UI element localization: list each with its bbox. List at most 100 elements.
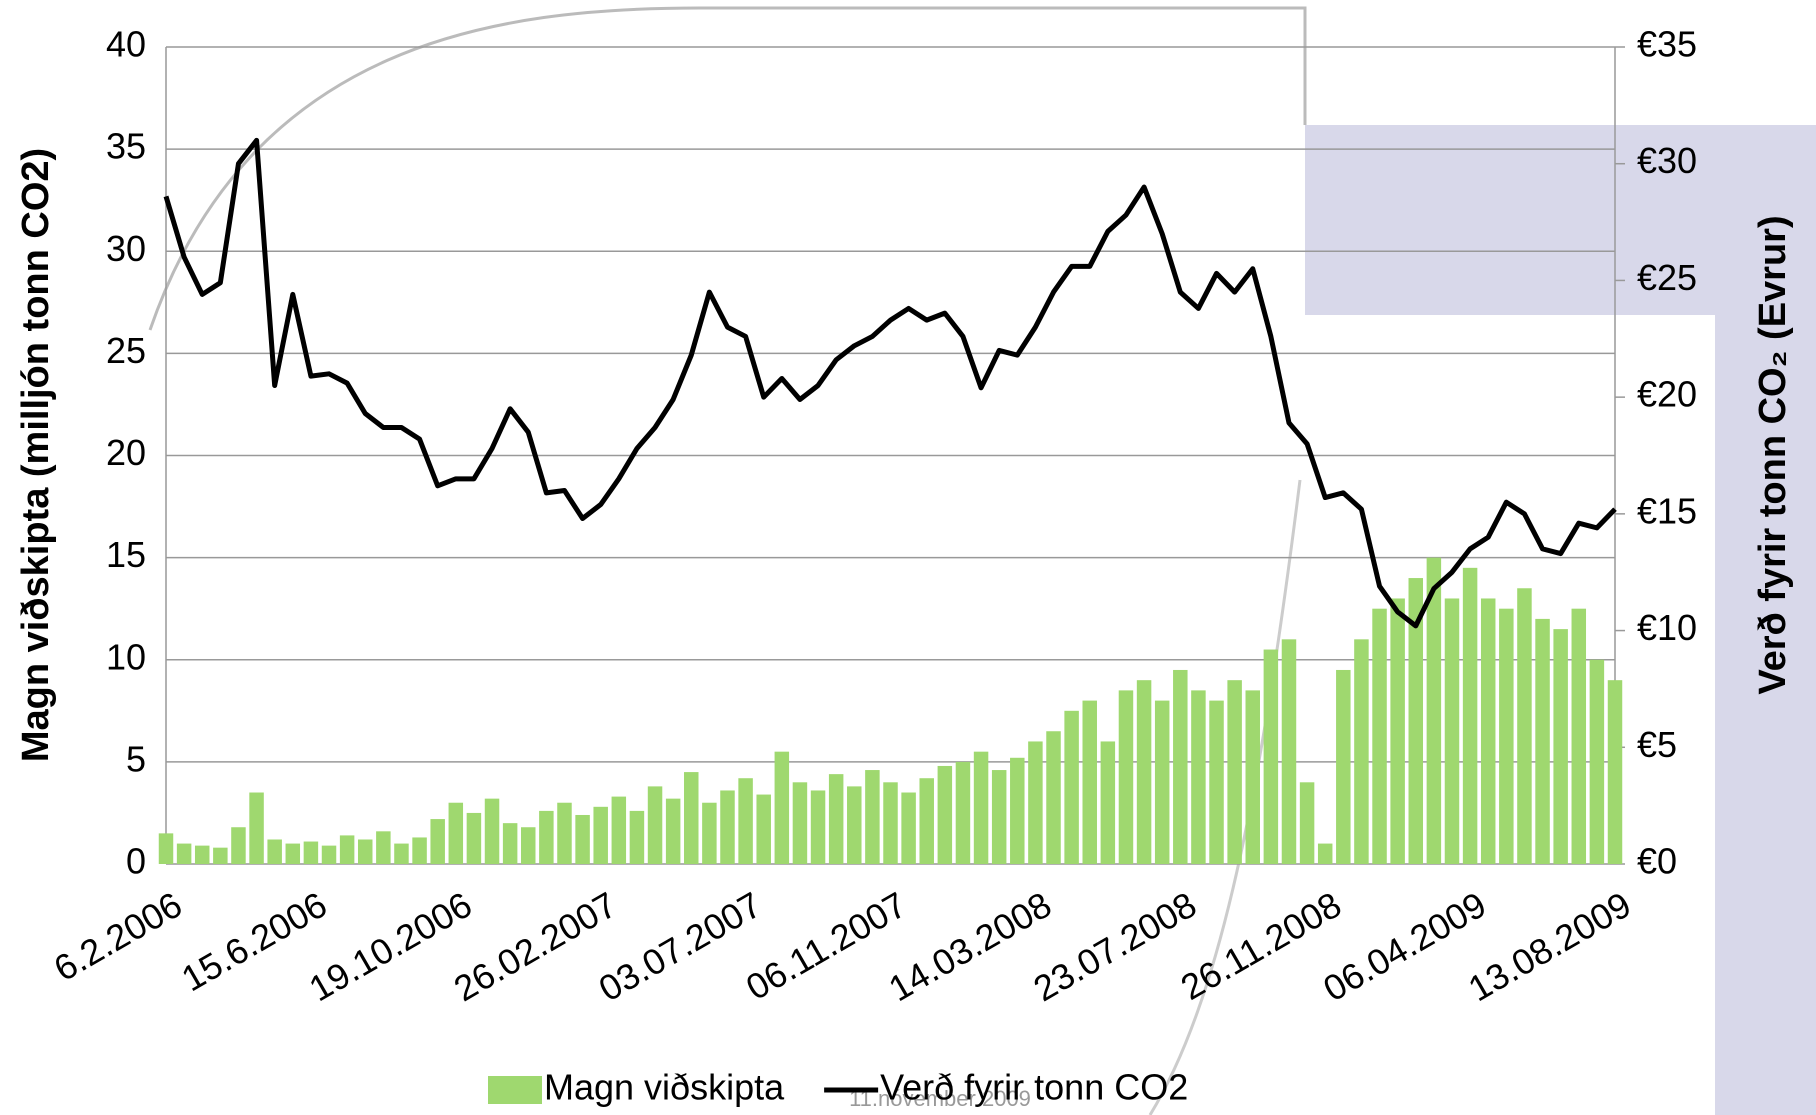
bar — [412, 837, 426, 864]
bar — [865, 770, 879, 864]
bar — [1282, 639, 1296, 864]
bar — [1010, 758, 1024, 864]
bar — [684, 772, 698, 864]
bar — [1318, 844, 1332, 864]
y-tick-label: 25 — [106, 330, 146, 371]
y2-tick-label: €0 — [1637, 841, 1677, 882]
bar — [1101, 741, 1115, 864]
bar — [829, 774, 843, 864]
bar — [575, 815, 589, 864]
bar — [756, 795, 770, 864]
y-tick-label: 40 — [106, 24, 146, 65]
y-tick-label: 20 — [106, 432, 146, 473]
bar — [322, 846, 336, 864]
y-tick-label: 5 — [126, 738, 146, 779]
bar — [974, 752, 988, 864]
bar — [304, 842, 318, 864]
y2-tick-label: €10 — [1637, 607, 1697, 648]
bar — [1046, 731, 1060, 864]
bar — [1028, 741, 1042, 864]
bar — [195, 846, 209, 864]
bar — [648, 786, 662, 864]
bar — [1064, 711, 1078, 864]
bar — [1445, 598, 1459, 864]
legend-label: Magn viðskipta — [544, 1067, 785, 1108]
bar — [1499, 609, 1513, 864]
bar — [340, 835, 354, 864]
bar — [1209, 701, 1223, 864]
bar — [1119, 690, 1133, 864]
bar — [376, 831, 390, 864]
bar — [919, 778, 933, 864]
bar — [1590, 660, 1604, 864]
bar — [612, 797, 626, 864]
x-tick-label: 26.02.2007 — [447, 884, 624, 1010]
bar — [358, 839, 372, 864]
bar — [720, 790, 734, 864]
bar — [177, 844, 191, 864]
bar — [775, 752, 789, 864]
bar — [1082, 701, 1096, 864]
bar — [1155, 701, 1169, 864]
bar — [467, 813, 481, 864]
bar — [811, 790, 825, 864]
bar — [430, 819, 444, 864]
bar — [1481, 598, 1495, 864]
y2-tick-label: €5 — [1637, 724, 1677, 765]
bar — [1137, 680, 1151, 864]
x-tick-label: 26.11.2008 — [1174, 884, 1348, 1008]
x-tick-label: 06.11.2007 — [739, 884, 913, 1008]
x-tick-label: 6.2.2006 — [47, 884, 189, 990]
x-tick-label: 14.03.2008 — [882, 884, 1059, 1010]
bar — [1535, 619, 1549, 864]
bar — [738, 778, 752, 864]
y-tick-label: 35 — [106, 126, 146, 167]
x-tick-label: 23.07.2008 — [1027, 884, 1204, 1010]
bar — [557, 803, 571, 864]
bar — [793, 782, 807, 864]
x-tick-label: 13.08.2009 — [1461, 884, 1638, 1010]
bar — [901, 793, 915, 864]
legend-swatch — [488, 1076, 542, 1104]
bar — [702, 803, 716, 864]
bar — [630, 811, 644, 864]
bar — [249, 793, 263, 864]
bar — [938, 766, 952, 864]
bar — [1354, 639, 1368, 864]
y-axis-title: Magn viðskipta (milljón tonn CO2) — [15, 148, 57, 762]
bar — [1191, 690, 1205, 864]
bar — [267, 839, 281, 864]
bar — [847, 786, 861, 864]
y2-tick-label: €30 — [1637, 140, 1697, 181]
legend-label: Verð fyrir tonn CO2 — [880, 1067, 1188, 1108]
bar — [1227, 680, 1241, 864]
y2-tick-label: €15 — [1637, 490, 1697, 531]
bar — [1173, 670, 1187, 864]
bar — [1372, 609, 1386, 864]
bar — [1336, 670, 1350, 864]
bar — [593, 807, 607, 864]
bar — [286, 844, 300, 864]
bar — [521, 827, 535, 864]
y2-tick-label: €35 — [1637, 24, 1697, 65]
bar — [1608, 680, 1622, 864]
y-tick-label: 15 — [106, 534, 146, 575]
bar — [539, 811, 553, 864]
bar — [992, 770, 1006, 864]
y-tick-label: 30 — [106, 228, 146, 269]
bar — [1300, 782, 1314, 864]
bar — [213, 848, 227, 864]
bar — [485, 799, 499, 864]
y-tick-label: 0 — [126, 841, 146, 882]
bar — [883, 782, 897, 864]
x-tick-label: 19.10.2006 — [302, 884, 479, 1010]
bar — [1246, 690, 1260, 864]
bar — [449, 803, 463, 864]
bar — [1264, 650, 1278, 864]
bar — [159, 833, 173, 864]
x-tick-label: 06.04.2009 — [1316, 884, 1493, 1010]
bar — [503, 823, 517, 864]
chart: Magn viðskipta (milljón tonn CO2) Verð f… — [0, 0, 1816, 1115]
bar — [1463, 568, 1477, 864]
bar — [956, 762, 970, 864]
